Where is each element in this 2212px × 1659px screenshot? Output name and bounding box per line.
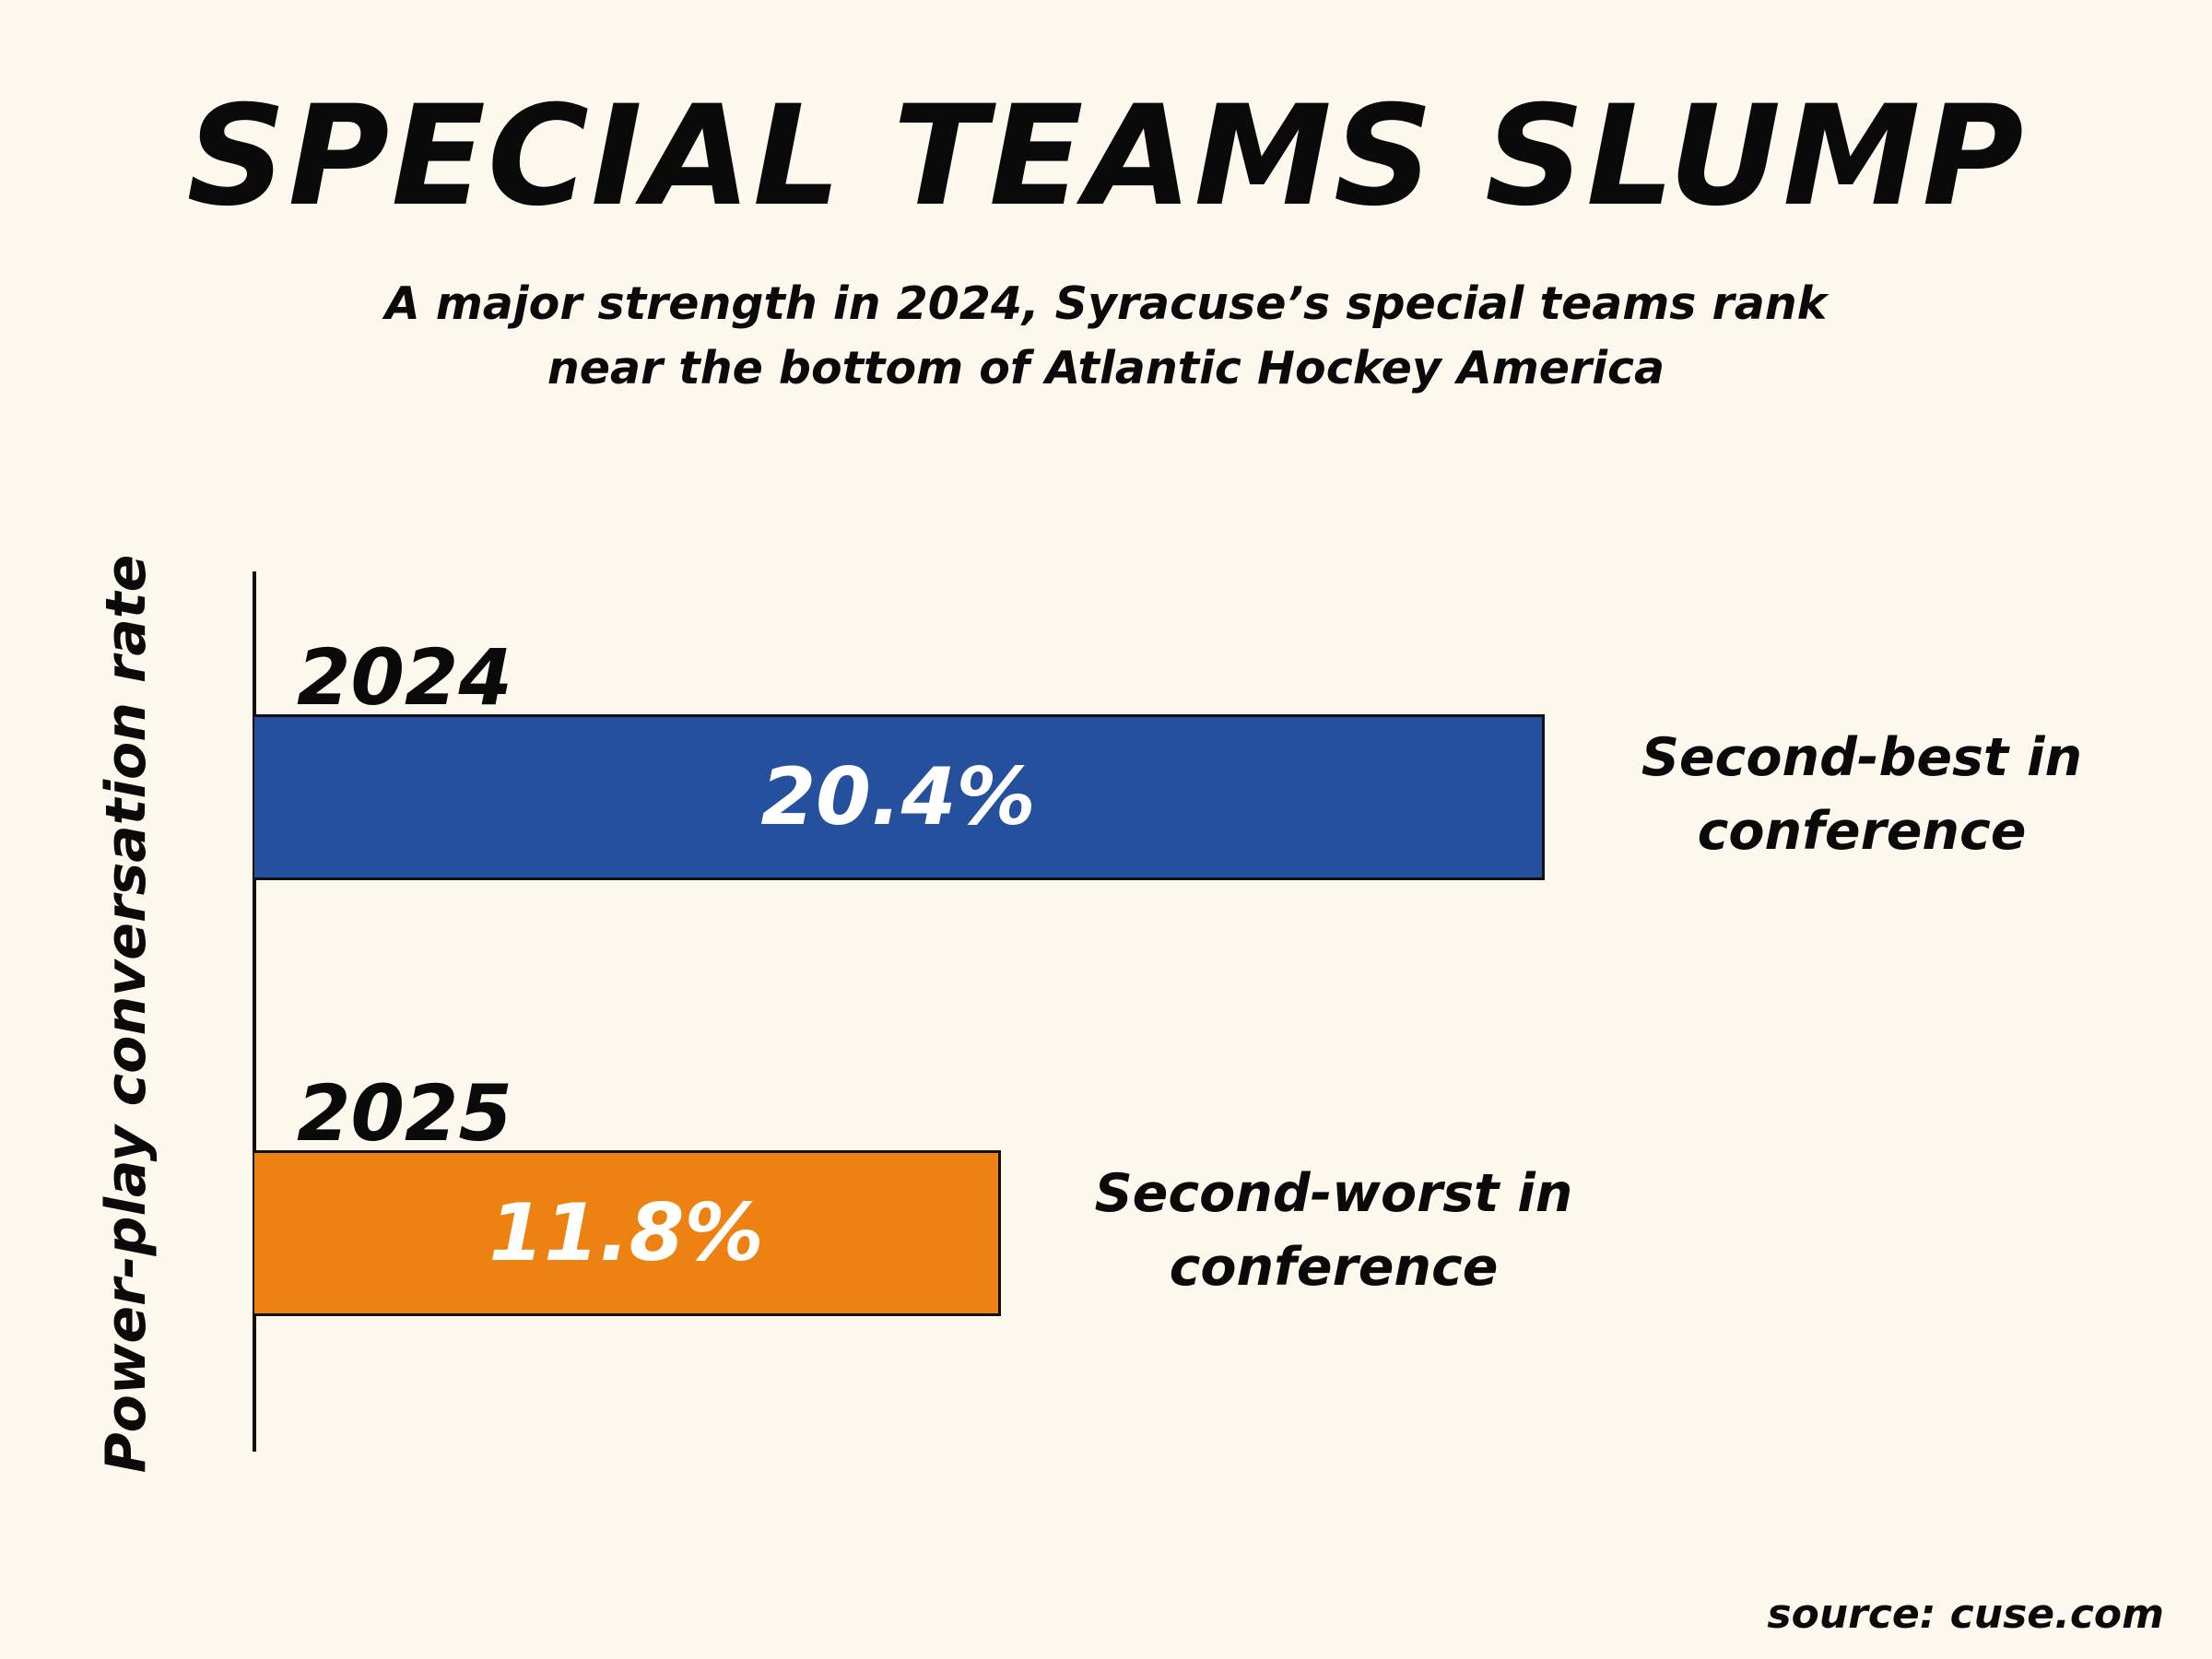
annotation-line-1: Second-worst in bbox=[1094, 1163, 1573, 1224]
annotation-2025: Second-worst in conference bbox=[1057, 1157, 1610, 1304]
chart-subtitle-line-2: near the bottom of Atlantic Hockey Ameri… bbox=[547, 342, 1665, 394]
annotation-2024: Second-best in conference bbox=[1585, 721, 2138, 868]
chart-title: SPECIAL TEAMS SLUMP bbox=[186, 76, 2026, 237]
category-label-2025: 2025 bbox=[297, 1068, 512, 1159]
bar-2024: 20.4% bbox=[254, 714, 1545, 880]
y-axis-label: Power-play conversation rate bbox=[94, 554, 159, 1474]
chart-subtitle-line-1: A major strength in 2024, Syracuse’s spe… bbox=[384, 277, 1828, 330]
y-axis-label-container: Power-play conversation rate bbox=[85, 470, 168, 1558]
source-credit: source: cuse.com bbox=[1767, 1591, 2164, 1638]
annotation-line-2: conference bbox=[1697, 801, 2027, 862]
y-axis-line bbox=[253, 571, 256, 1452]
bar-value-label-2024: 20.4% bbox=[760, 751, 1036, 843]
annotation-line-2: conference bbox=[1169, 1237, 1499, 1298]
bar-2025: 11.8% bbox=[254, 1150, 1001, 1316]
category-label-2024: 2024 bbox=[297, 632, 512, 723]
bar-value-label-2025: 11.8% bbox=[488, 1187, 764, 1279]
annotation-line-1: Second-best in bbox=[1641, 727, 2083, 788]
